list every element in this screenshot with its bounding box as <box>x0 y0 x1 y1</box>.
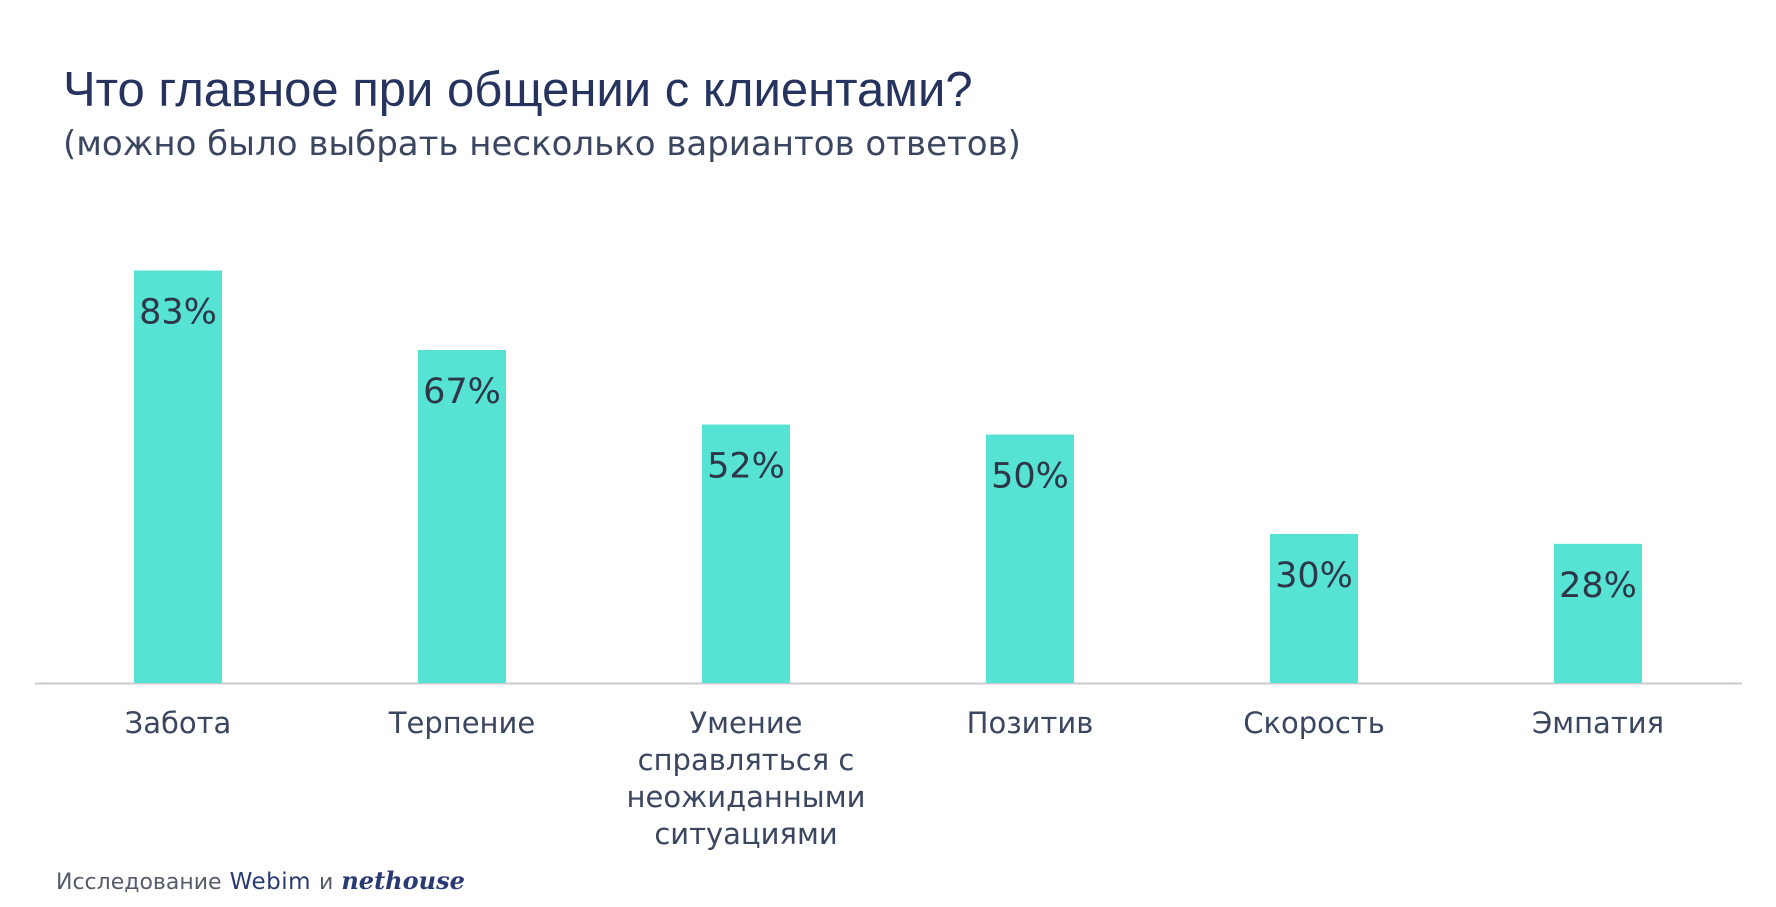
bar <box>702 424 790 683</box>
category-tick-label: Позитив <box>967 706 1094 740</box>
footer-conjunction: и <box>319 870 334 895</box>
bar-value-label: 28% <box>1559 566 1637 606</box>
category-tick-label: неожиданными <box>627 780 866 814</box>
bar-value-label: 50% <box>991 457 1069 497</box>
bar <box>1554 543 1642 683</box>
bar <box>1270 533 1358 683</box>
category-tick-label: Терпение <box>388 706 535 740</box>
webim-logo: Webim <box>229 869 312 895</box>
bar <box>986 434 1074 683</box>
bar <box>418 350 506 683</box>
bar-value-label: 30% <box>1275 556 1353 596</box>
category-tick-label: справляться с <box>638 743 855 777</box>
category-tick-label: Скорость <box>1243 706 1385 740</box>
chart-title: Что главное при общении с клиентами? <box>63 63 973 117</box>
footer-credit: Исследование Webim и nethouse <box>56 866 465 895</box>
bar-value-label: 52% <box>707 447 785 487</box>
nethouse-logo: nethouse <box>341 866 465 895</box>
category-tick-label: Умение <box>689 706 802 740</box>
bar <box>134 270 222 683</box>
chart-subtitle: (можно было выбрать несколько вариантов … <box>63 124 1021 164</box>
category-tick-label: Забота <box>125 706 232 740</box>
bar-value-label: 83% <box>139 292 217 332</box>
bar-value-label: 67% <box>423 372 501 412</box>
footer-prefix: Исследование <box>56 870 222 895</box>
category-tick-label: Эмпатия <box>1532 706 1664 740</box>
category-tick-label: ситуациями <box>654 817 837 851</box>
